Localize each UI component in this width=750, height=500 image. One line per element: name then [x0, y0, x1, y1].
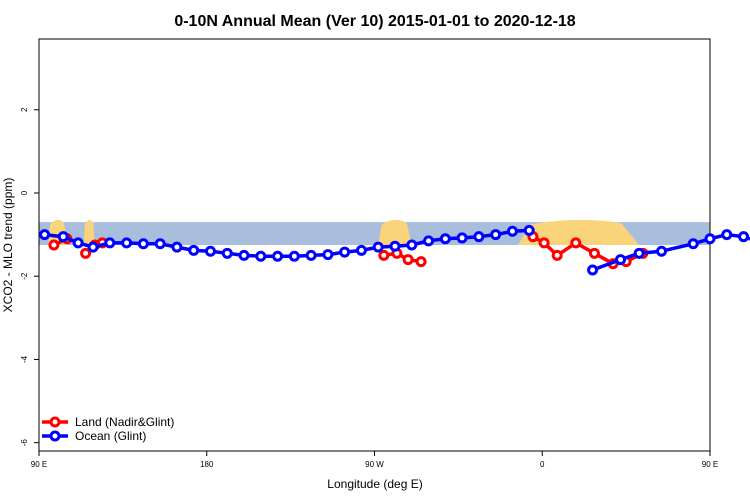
series-0-point — [378, 249, 390, 261]
series-0-point — [402, 254, 414, 266]
series-1-point — [738, 231, 750, 243]
series-1-point — [490, 229, 502, 241]
series-0-line-2 — [383, 251, 422, 264]
series-1-point — [339, 246, 351, 258]
series-0-point — [588, 247, 600, 259]
series-0-point — [538, 237, 550, 249]
legend-marker-1 — [49, 430, 61, 442]
series-1-point — [721, 229, 733, 241]
series-0-point — [570, 237, 582, 249]
series-1-point — [615, 254, 627, 266]
series-1-point — [255, 250, 267, 262]
x-axis-label: Longitude (deg E) — [327, 477, 422, 491]
y-axis-label: XCO2 - MLO trend (ppm) — [1, 178, 15, 313]
series-1-point — [704, 233, 716, 245]
series-1-point — [204, 245, 216, 257]
x-tick-label-1: 180 — [200, 460, 214, 469]
series-1-point — [633, 247, 645, 259]
y-tick-label-3: -4 — [20, 355, 29, 363]
x-tick-label-4: 90 E — [702, 460, 718, 469]
series-1-point — [137, 238, 149, 250]
series-1-point — [238, 249, 250, 261]
series-1-point — [506, 225, 518, 237]
series-1-point — [389, 240, 401, 252]
series-1-point — [104, 237, 116, 249]
y-tick-label-1: 0 — [20, 190, 29, 195]
x-tick-label-3: 0 — [540, 460, 545, 469]
series-1-point — [72, 237, 84, 249]
map-band-land — [83, 219, 95, 245]
y-tick-label-2: -2 — [20, 272, 29, 280]
series-1-point — [121, 237, 133, 249]
series-1-point — [288, 250, 300, 262]
series-0-point — [48, 239, 60, 251]
series-1-point — [473, 231, 485, 243]
series-1-point — [656, 245, 668, 257]
map-band-land — [378, 219, 412, 245]
series-1-point — [154, 238, 166, 250]
series-1-point — [39, 229, 51, 241]
y-tick-label-4: -6 — [20, 439, 29, 447]
y-tick-label-0: 2 — [20, 107, 29, 112]
series-1-point — [587, 264, 599, 276]
series-1-point — [372, 241, 384, 253]
series-1-point — [305, 249, 317, 261]
series-1-point — [456, 232, 468, 244]
series-1-point — [423, 235, 435, 247]
series-1-point — [188, 244, 200, 256]
map-band-land — [518, 219, 640, 245]
series-0-point — [80, 247, 92, 259]
series-1-point — [171, 241, 183, 253]
series-1-point — [87, 241, 99, 253]
legend: Land (Nadir&Glint)Ocean (Glint) — [42, 415, 174, 443]
x-tick-label-2: 90 W — [365, 460, 384, 469]
series-1-point — [221, 247, 233, 259]
series-1-point — [439, 233, 451, 245]
series-1-point — [406, 239, 418, 251]
chart-title: 0-10N Annual Mean (Ver 10) 2015-01-01 to… — [174, 13, 575, 30]
legend-label-0: Land (Nadir&Glint) — [75, 415, 174, 429]
series-1-point — [322, 249, 334, 261]
legend-marker-0 — [49, 416, 61, 428]
series-1-point — [272, 250, 284, 262]
series-1-point — [687, 238, 699, 250]
legend-label-1: Ocean (Glint) — [75, 429, 146, 443]
series-0-point — [415, 256, 427, 268]
series-1-point — [523, 224, 535, 236]
series-0-point — [551, 249, 563, 261]
series-1-point — [355, 244, 367, 256]
series-1-point — [57, 231, 69, 243]
x-tick-label-0: 90 E — [31, 460, 47, 469]
